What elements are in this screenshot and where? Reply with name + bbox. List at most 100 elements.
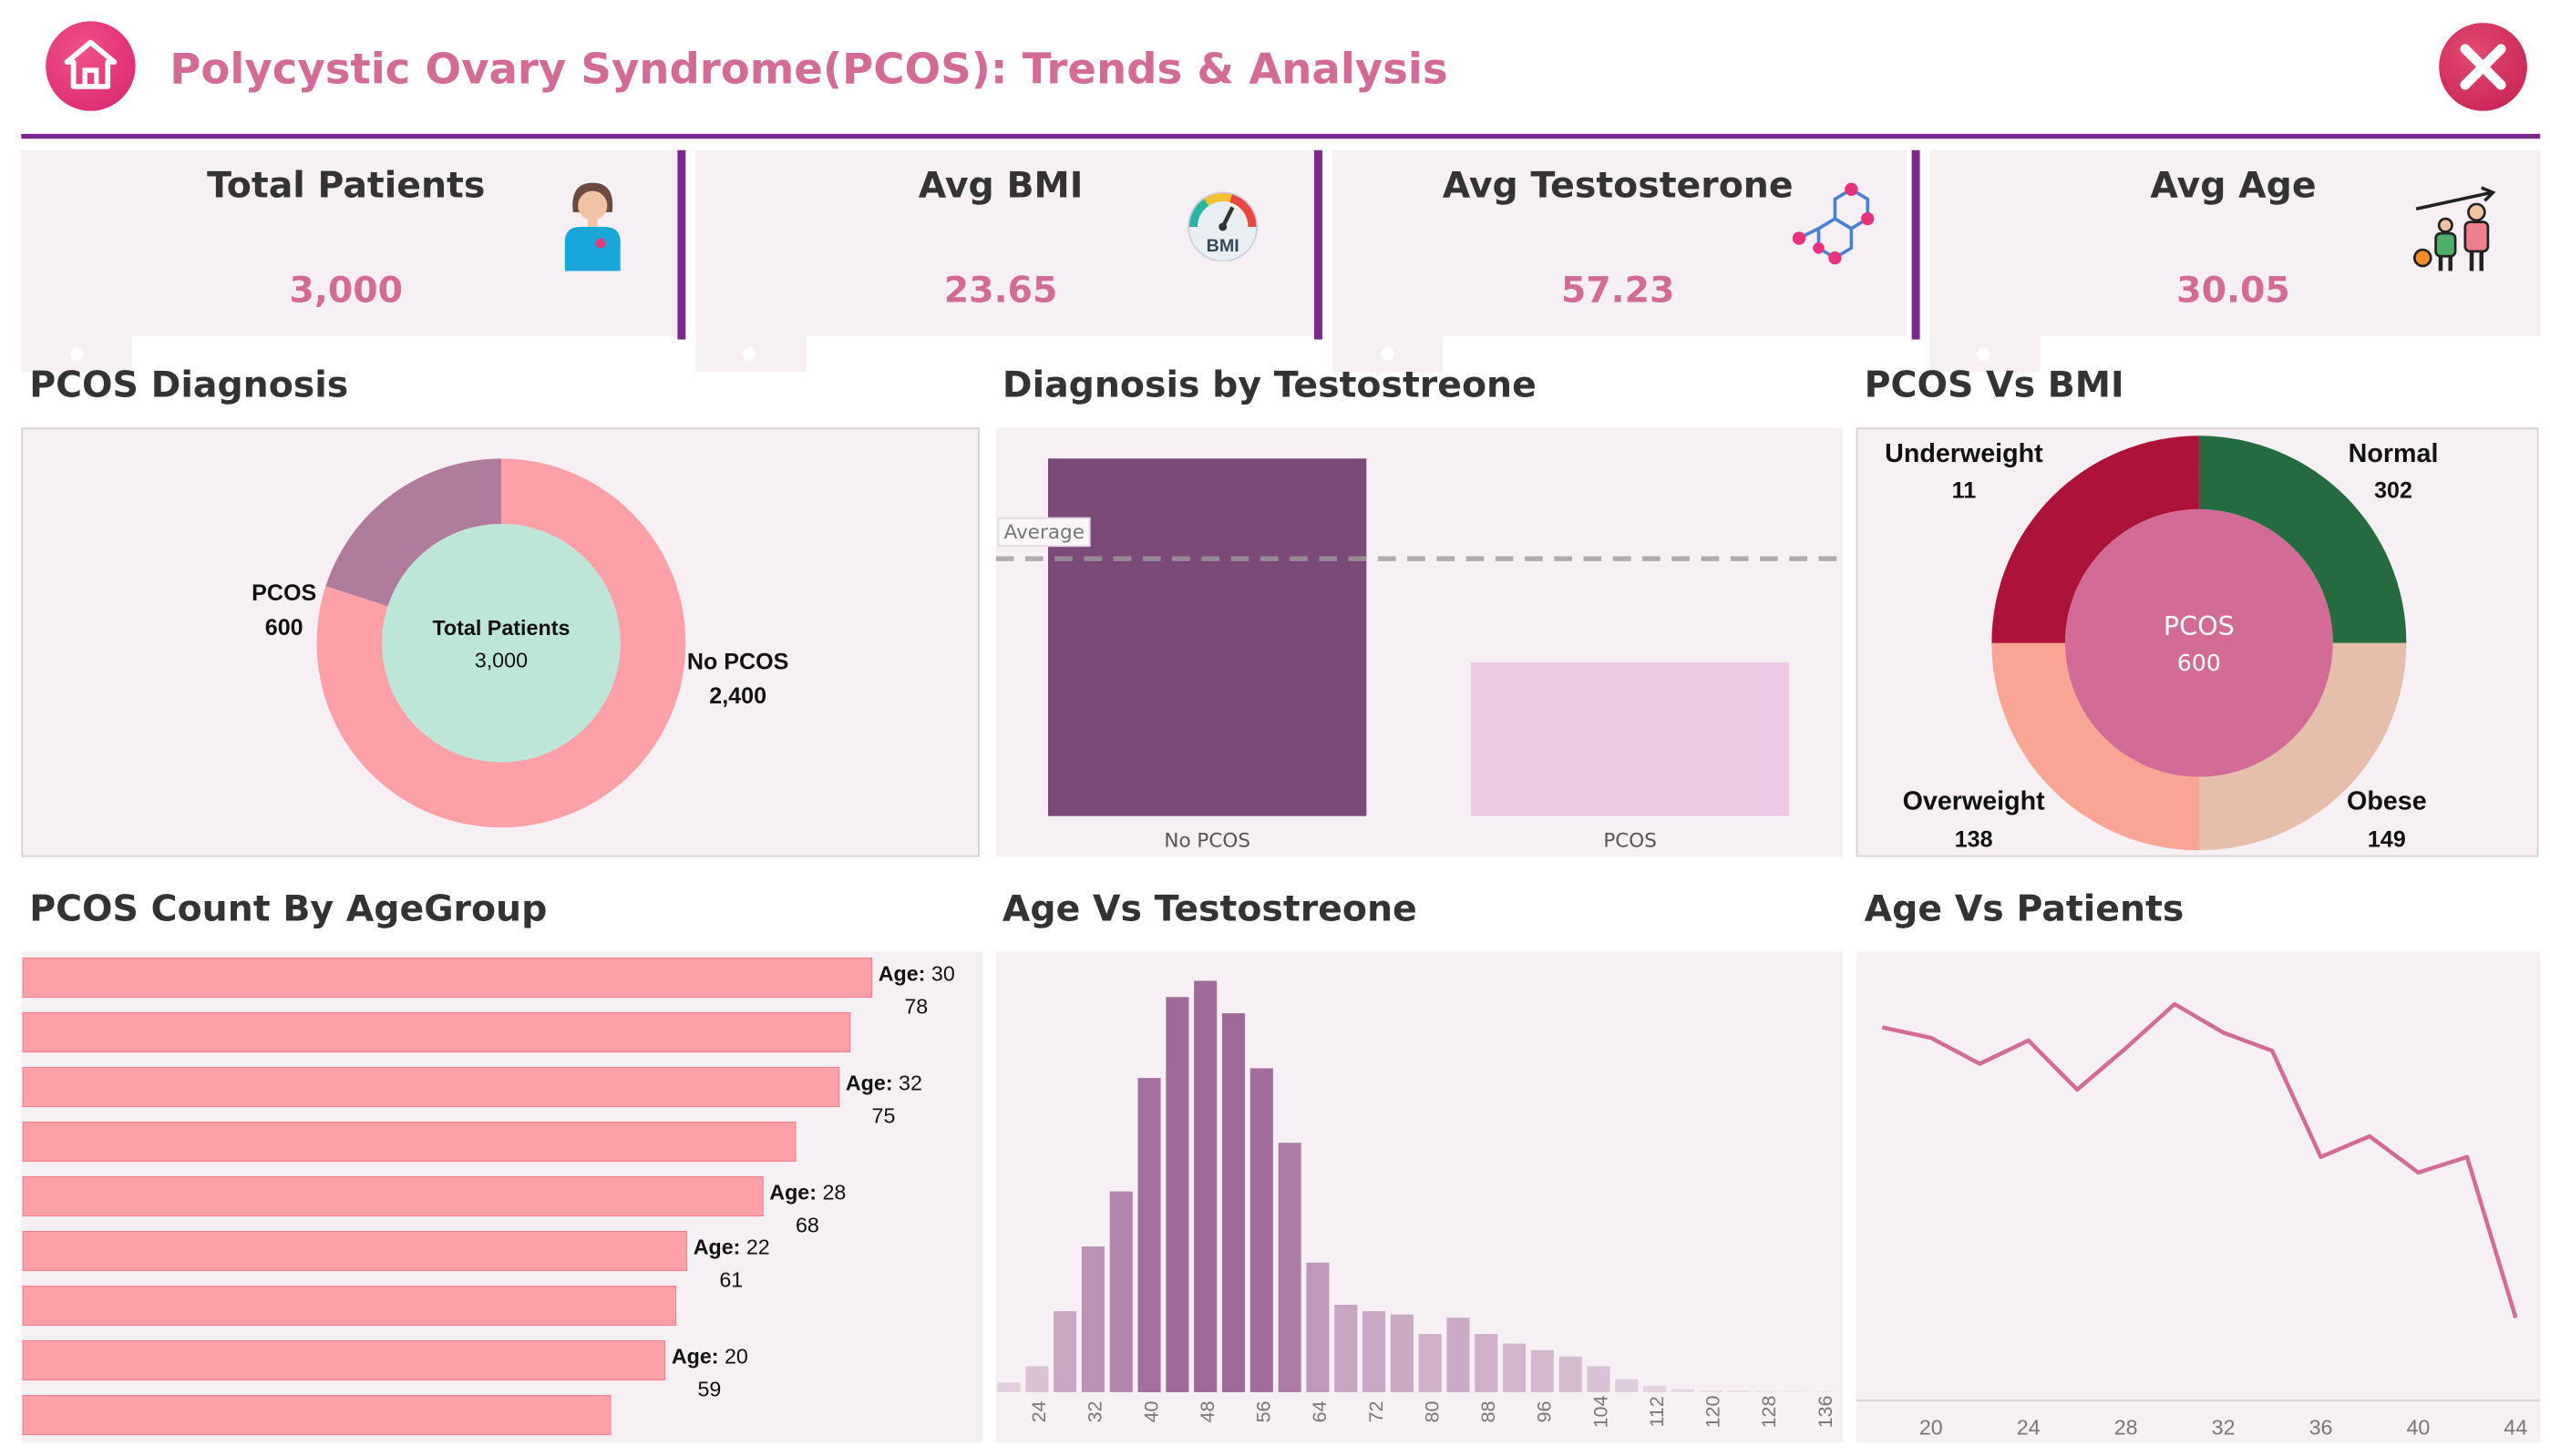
x-tick-label: 56 xyxy=(1253,1401,1275,1423)
histogram-bar xyxy=(1558,1356,1582,1392)
bmi-center-title: PCOS xyxy=(2163,610,2235,641)
kpi-avg-testosterone: Avg Testosterone 57.23 xyxy=(1332,149,1907,337)
age-testosterone-panel: 24 32 40 48 56 64 72 80 88 96 104 112 120 128 136 xyxy=(995,951,1844,1443)
age-bar-label: Age: 28 xyxy=(769,1181,846,1205)
histogram-bar xyxy=(1671,1389,1695,1392)
age-bar xyxy=(22,1286,677,1327)
section-title-bmi: PCOS Vs BMI xyxy=(1864,365,2124,407)
age-patients-line-chart[interactable]: 20 24 28 32 36 40 44 xyxy=(1856,951,2541,1442)
kpi-label: Avg Age xyxy=(2150,166,2317,208)
kpi-value: 30.05 xyxy=(2176,271,2290,313)
age-growth-icon xyxy=(2412,186,2496,272)
svg-text:BMI: BMI xyxy=(1207,236,1239,256)
close-icon xyxy=(2460,44,2506,90)
bmi-gauge-icon: BMI xyxy=(1188,191,1259,261)
x-tick-label: 20 xyxy=(1919,1416,1943,1440)
no-pcos-value: 2,400 xyxy=(709,682,767,709)
age-bar-label: Age: 22 xyxy=(694,1236,770,1259)
kpi-avg-bmi: Avg BMI 23.65 BMI xyxy=(695,149,1318,337)
header-divider xyxy=(21,133,2541,139)
bmi-center-value: 600 xyxy=(2176,651,2221,678)
age-bar xyxy=(22,1340,666,1381)
underweight-value: 11 xyxy=(1951,477,1977,503)
donut-slice-no-pcos xyxy=(316,458,686,828)
line-series xyxy=(1881,1001,2518,1318)
kpi-label: Total Patients xyxy=(207,166,486,208)
histogram-bar xyxy=(1334,1304,1358,1392)
histogram-bar xyxy=(1137,1078,1161,1392)
x-tick-label: 80 xyxy=(1421,1400,1443,1422)
kpi-separator xyxy=(677,149,686,340)
age-bar-value: 68 xyxy=(796,1213,819,1236)
age-bar xyxy=(22,1175,764,1217)
bmi-slice-obese xyxy=(2198,642,2407,851)
histogram-bar xyxy=(1278,1143,1301,1392)
bmi-donut[interactable] xyxy=(1857,429,2540,858)
bmi-panel: Underweight 11 Normal 302 Overweight 138… xyxy=(1856,427,2540,858)
close-button[interactable] xyxy=(2439,23,2527,111)
agegroup-bar-chart[interactable]: Age: 30 78 Age: 32 75 Age: 28 68 Age: 22 61 Age:… xyxy=(21,951,982,1442)
molecule-icon xyxy=(1792,182,1875,265)
x-tick-label: 36 xyxy=(2309,1416,2333,1440)
x-tick-label: 24 xyxy=(2017,1416,2041,1440)
histogram-bar xyxy=(1755,1390,1779,1392)
x-tick-label: 44 xyxy=(2504,1416,2527,1440)
histogram-bar xyxy=(1811,1391,1835,1392)
x-tick-label: 40 xyxy=(1140,1400,1162,1422)
histogram-bar xyxy=(997,1382,1021,1392)
histogram-bar xyxy=(1249,1068,1273,1392)
histogram-bar xyxy=(1054,1311,1077,1392)
histogram-bar xyxy=(1306,1262,1330,1392)
normal-label: Normal xyxy=(2348,440,2439,469)
agegroup-panel: Age: 30 78 Age: 32 75 Age: 28 68 Age: 22 61 Age:… xyxy=(21,951,983,1443)
age-testosterone-histogram[interactable]: 24 32 40 48 56 64 72 80 88 96 104 112 120 128 136 xyxy=(996,951,1844,1442)
x-tick-label: 128 xyxy=(1758,1396,1780,1429)
age-bar xyxy=(22,1230,688,1272)
kpi-tab[interactable] xyxy=(695,336,807,373)
age-bar xyxy=(22,1121,797,1163)
histogram-bar xyxy=(1025,1366,1049,1392)
donut-center xyxy=(382,524,621,763)
diagnosis-donut[interactable] xyxy=(23,429,981,858)
testosterone-panel: Average No PCOS PCOS xyxy=(995,427,1844,857)
x-tick-label: 24 xyxy=(1028,1400,1050,1422)
bmi-slice-normal xyxy=(2198,436,2407,643)
age-patients-panel: 20 24 28 32 36 40 44 xyxy=(1856,951,2541,1443)
bmi-slice-overweight xyxy=(1991,642,2199,851)
kpi-tab[interactable] xyxy=(21,336,133,373)
age-bar-label: Age: 20 xyxy=(672,1345,748,1369)
testosterone-bar-chart[interactable] xyxy=(995,427,1844,856)
age-bar xyxy=(22,1066,840,1108)
histogram-bar xyxy=(1530,1349,1554,1392)
x-tick-label: 40 xyxy=(2407,1416,2431,1440)
donut-center-value: 3,000 xyxy=(474,648,529,673)
donut-slice-pcos xyxy=(325,458,501,607)
kpi-value: 23.65 xyxy=(943,271,1058,313)
bar-label-pcos: PCOS xyxy=(1603,828,1657,853)
kpi-avg-age: Avg Age 30.05 xyxy=(1929,149,2541,337)
age-bar-label: Age: 30 xyxy=(879,962,955,986)
histogram-bar xyxy=(1194,980,1218,1392)
age-bar xyxy=(22,1011,851,1053)
x-tick-label: 104 xyxy=(1589,1396,1611,1429)
histogram-bar xyxy=(1503,1343,1527,1392)
pcos-value: 600 xyxy=(264,613,303,641)
kpi-tab[interactable] xyxy=(1332,336,1444,373)
diagnosis-panel: PCOS 600 No PCOS 2,400 Total Patients 3,… xyxy=(21,427,981,858)
donut-center-title: Total Patients xyxy=(432,615,571,641)
section-title-agegroup: PCOS Count By AgeGroup xyxy=(29,889,548,931)
histogram-bar xyxy=(1109,1191,1133,1392)
x-tick-label: 32 xyxy=(2212,1416,2236,1440)
kpi-separator xyxy=(1911,149,1920,340)
obese-value: 149 xyxy=(2367,825,2406,853)
age-bar-label: Age: 32 xyxy=(846,1071,922,1095)
x-tick-label: 28 xyxy=(2114,1416,2138,1440)
obese-label: Obese xyxy=(2347,788,2427,816)
x-tick-label: 64 xyxy=(1309,1400,1331,1422)
kpi-value: 3,000 xyxy=(289,271,404,313)
home-button[interactable] xyxy=(46,21,136,111)
kpi-total-patients: Total Patients 3,000 xyxy=(21,149,678,337)
kpi-label: Avg Testosterone xyxy=(1442,166,1794,208)
histogram-bar xyxy=(1418,1333,1442,1392)
kpi-tab[interactable] xyxy=(1929,336,2041,373)
